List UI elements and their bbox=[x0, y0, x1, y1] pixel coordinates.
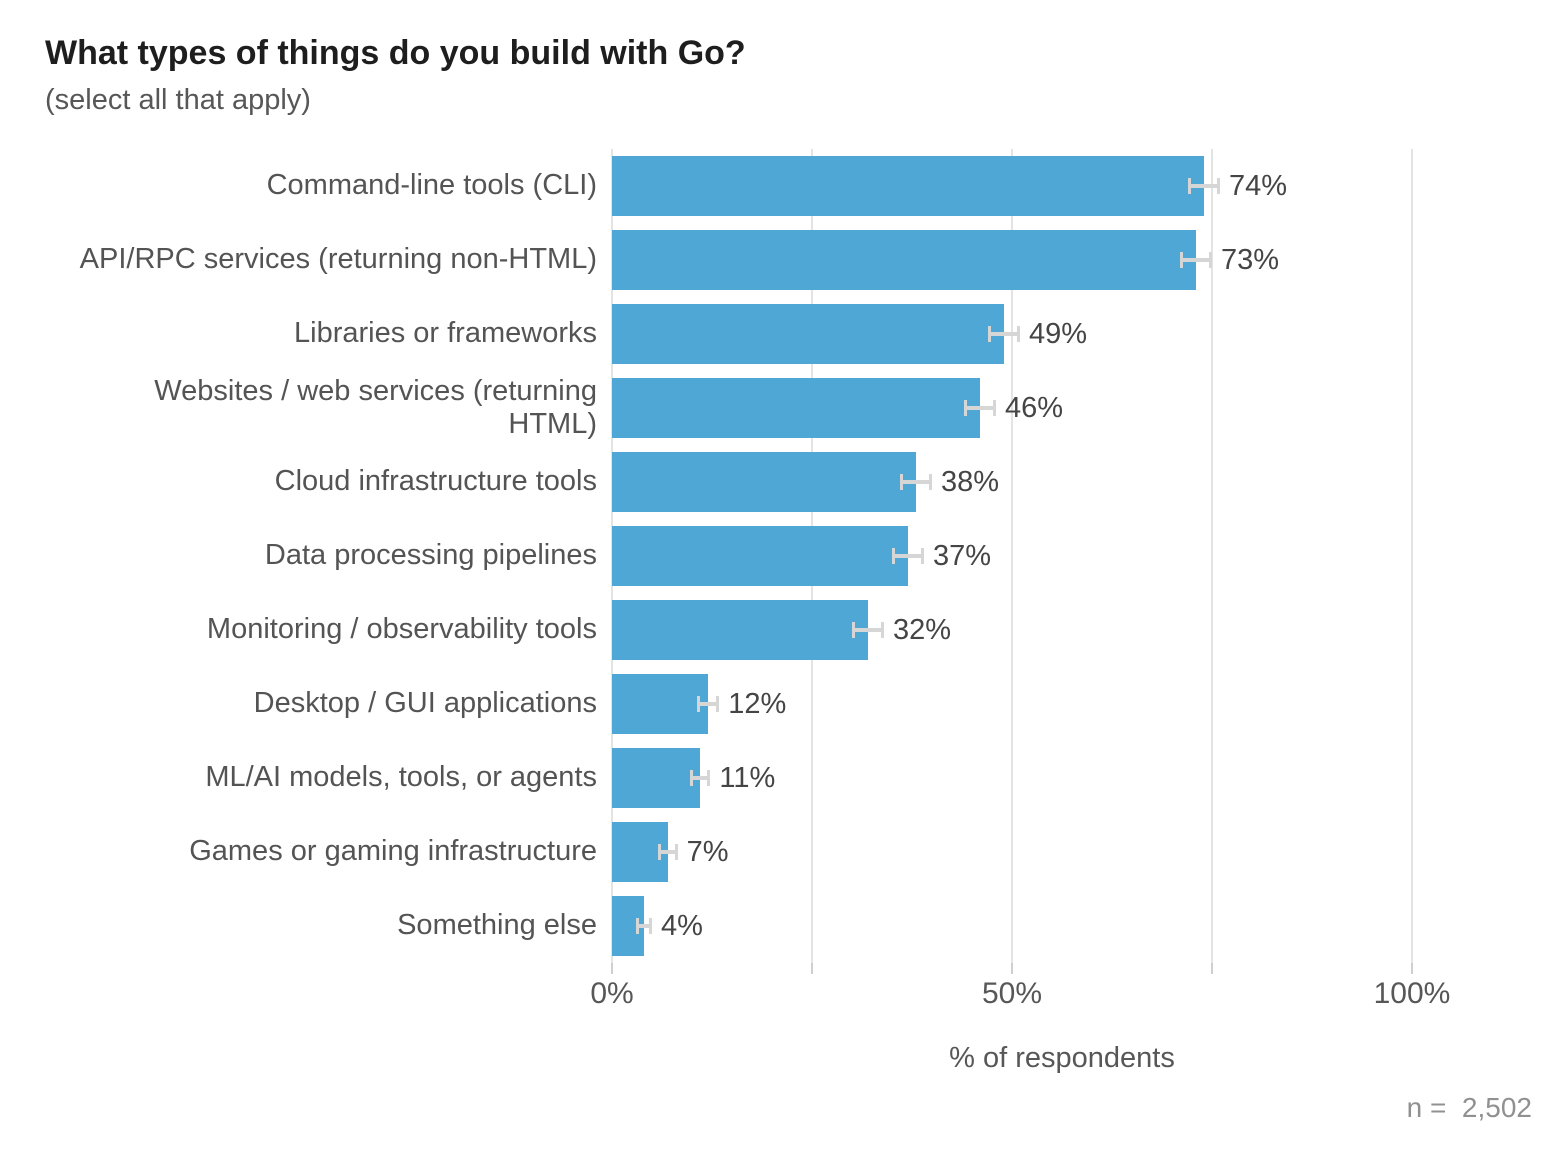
category-label: Data processing pipelines bbox=[264, 539, 597, 572]
plot-area: 0% 50% 100% 74% 73% 49% 46% 38% 37% 32% 12% 11% 7% 4% bbox=[590, 149, 1512, 1010]
x-tick-label-50: 50% bbox=[981, 977, 1043, 1010]
category-label: Desktop / GUI applications bbox=[253, 687, 597, 720]
gridline-100 bbox=[1411, 149, 1413, 963]
value-label: 74% bbox=[1229, 170, 1288, 202]
error-bar bbox=[636, 918, 652, 934]
bar-row: 38% bbox=[612, 445, 1512, 519]
error-bar bbox=[892, 548, 924, 564]
bar bbox=[612, 526, 908, 586]
bar-row: 11% bbox=[612, 741, 1512, 815]
category-label: API/RPC services (returning non-HTML) bbox=[79, 243, 597, 276]
bar-row: 74% bbox=[612, 149, 1512, 223]
bar-row: 32% bbox=[612, 593, 1512, 667]
value-label: 49% bbox=[1029, 318, 1088, 350]
category-label: Websites / web services (returning HTML) bbox=[154, 374, 597, 440]
error-bar bbox=[1180, 252, 1212, 268]
value-label: 12% bbox=[728, 688, 787, 720]
gridline-50 bbox=[1011, 149, 1013, 963]
bar bbox=[612, 230, 1196, 290]
category-label-row: Websites / web services (returning HTML) bbox=[0, 371, 597, 445]
category-label-row: Monitoring / observability tools bbox=[0, 593, 597, 667]
x-tick-mark-0 bbox=[611, 963, 613, 974]
error-bar bbox=[988, 326, 1020, 342]
category-label: Cloud infrastructure tools bbox=[274, 465, 597, 498]
sample-size-note: n = 2,502 bbox=[1406, 1092, 1532, 1123]
error-bar bbox=[964, 400, 996, 416]
x-tick-label-100: 100% bbox=[1373, 977, 1451, 1010]
value-label: 7% bbox=[686, 836, 729, 868]
error-bar bbox=[689, 770, 711, 786]
error-bar bbox=[658, 844, 678, 860]
category-label-row: Libraries or frameworks bbox=[0, 297, 597, 371]
category-label-row: Games or gaming infrastructure bbox=[0, 815, 597, 889]
error-bar bbox=[852, 622, 884, 638]
bar-row: 37% bbox=[612, 519, 1512, 593]
bar-row: 4% bbox=[612, 889, 1512, 963]
category-label: Command-line tools (CLI) bbox=[266, 169, 597, 202]
value-label: 46% bbox=[1005, 392, 1064, 424]
value-label: 38% bbox=[941, 466, 1000, 498]
x-axis-title: % of respondents bbox=[949, 1042, 1175, 1074]
bar-row: 7% bbox=[612, 815, 1512, 889]
category-label-row: Something else bbox=[0, 889, 597, 963]
category-label: Something else bbox=[397, 909, 597, 942]
bar-row: 12% bbox=[612, 667, 1512, 741]
category-label-row: Desktop / GUI applications bbox=[0, 667, 597, 741]
x-tick-mark-50 bbox=[1011, 963, 1013, 974]
category-label-row: Cloud infrastructure tools bbox=[0, 445, 597, 519]
error-bar bbox=[900, 474, 932, 490]
bar-row: 73% bbox=[612, 223, 1512, 297]
category-label-row: ML/AI models, tools, or agents bbox=[0, 741, 597, 815]
category-label-row: Data processing pipelines bbox=[0, 519, 597, 593]
category-label: ML/AI models, tools, or agents bbox=[205, 761, 597, 794]
category-labels-column: Command-line tools (CLI) API/RPC services… bbox=[0, 149, 597, 963]
category-label-row: Command-line tools (CLI) bbox=[0, 149, 597, 223]
bar bbox=[612, 378, 980, 438]
value-label: 73% bbox=[1221, 244, 1280, 276]
x-tick-mark-100 bbox=[1411, 963, 1413, 974]
bar bbox=[612, 452, 916, 512]
value-label: 4% bbox=[661, 910, 703, 942]
bar bbox=[612, 674, 708, 734]
category-label: Games or gaming infrastructure bbox=[189, 835, 597, 868]
value-label: 11% bbox=[719, 762, 776, 794]
error-bar bbox=[1188, 178, 1220, 194]
chart-subtitle: (select all that apply) bbox=[45, 84, 311, 116]
category-label: Monitoring / observability tools bbox=[206, 613, 597, 646]
x-tick-mark-75 bbox=[1211, 963, 1213, 974]
bar-row: 46% bbox=[612, 371, 1512, 445]
category-label: Libraries or frameworks bbox=[294, 317, 597, 350]
x-tick-mark-25 bbox=[811, 963, 813, 974]
value-label: 37% bbox=[933, 540, 992, 572]
bar bbox=[612, 600, 868, 660]
chart-title: What types of things do you build with G… bbox=[45, 34, 746, 72]
error-bar bbox=[696, 696, 720, 712]
x-tick-label-0: 0% bbox=[590, 977, 634, 1010]
value-label: 32% bbox=[893, 614, 952, 646]
bar bbox=[612, 304, 1004, 364]
bar-row: 49% bbox=[612, 297, 1512, 371]
bar bbox=[612, 748, 700, 808]
bar bbox=[612, 156, 1204, 216]
gridline-75 bbox=[1211, 149, 1213, 963]
category-label-row: API/RPC services (returning non-HTML) bbox=[0, 223, 597, 297]
